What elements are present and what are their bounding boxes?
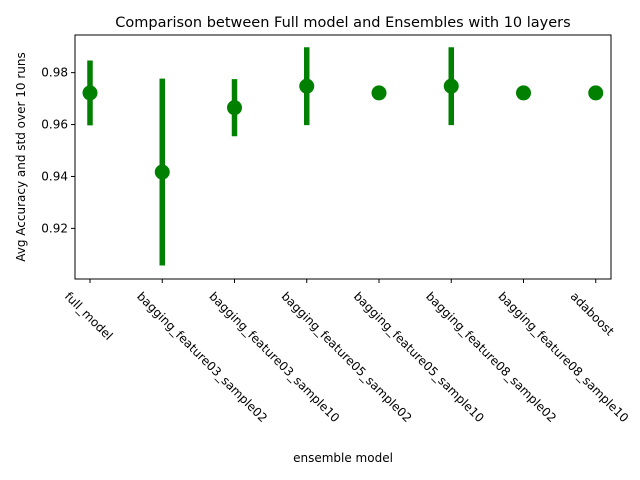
y-tick-label: 0.92 <box>41 221 68 235</box>
x-tick-label: bagging_feature05_sample02 <box>279 289 415 425</box>
errorbars <box>87 47 454 266</box>
x-tick-label: adaboost <box>568 289 617 338</box>
x-tick-label: bagging_feature08_sample02 <box>423 289 559 425</box>
data-point <box>443 78 459 94</box>
y-axis-label: Avg Accuracy and std over 10 runs <box>14 52 28 261</box>
x-tick-label: bagging_feature05_sample10 <box>351 289 487 425</box>
data-point <box>154 164 170 180</box>
data-point <box>227 100 242 116</box>
data-point <box>82 85 98 101</box>
data-point <box>588 85 604 101</box>
points <box>82 78 604 180</box>
x-tick-label: bagging_feature03_sample10 <box>206 289 342 425</box>
plot-frame <box>74 34 612 280</box>
x-tick-label: full_model <box>62 289 116 343</box>
y-axis-ticks: 0.92 0.94 0.96 0.98 <box>41 66 75 235</box>
y-tick-label: 0.94 <box>41 169 68 183</box>
x-tick-label: bagging_feature08_sample10 <box>495 289 631 425</box>
data-point <box>516 85 531 101</box>
data-point <box>299 78 315 94</box>
chart-title: Comparison between Full model and Ensemb… <box>115 15 570 31</box>
x-tick-label: bagging_feature03_sample02 <box>134 289 270 425</box>
y-tick-label: 0.96 <box>41 118 68 132</box>
x-axis-label: ensemble model <box>293 451 393 465</box>
y-tick-label: 0.98 <box>41 66 68 80</box>
x-axis-ticks: full_model bagging_feature03_sample02bagg… <box>62 279 631 425</box>
data-point <box>371 85 387 101</box>
